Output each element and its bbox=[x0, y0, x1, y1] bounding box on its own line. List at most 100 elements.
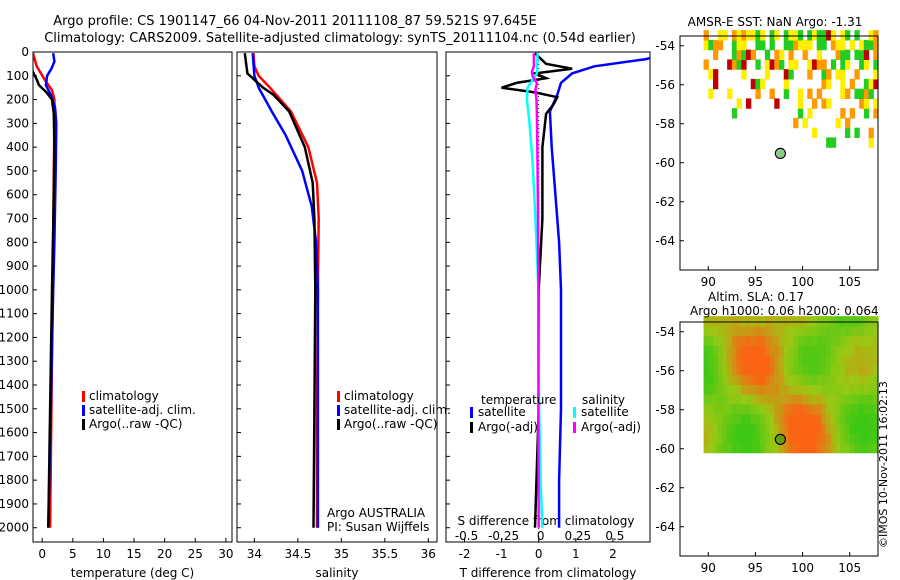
sst-cell bbox=[807, 108, 813, 119]
sla-cell bbox=[769, 384, 775, 395]
sst-cell bbox=[727, 59, 733, 70]
sla-cell bbox=[703, 316, 709, 327]
salinity-axes-frame bbox=[236, 51, 438, 543]
sla-cell bbox=[821, 325, 827, 337]
sla-cell bbox=[835, 316, 841, 327]
sla-cell bbox=[816, 316, 823, 327]
sla-cell bbox=[708, 413, 714, 424]
sla-cell bbox=[746, 335, 752, 346]
sla-cell bbox=[783, 355, 790, 366]
sla-cell bbox=[840, 355, 846, 366]
sla-cell bbox=[807, 433, 813, 444]
depth-tick-label: 900 bbox=[6, 259, 29, 273]
sst-cell bbox=[812, 59, 818, 70]
depth-tick-label: 700 bbox=[6, 212, 29, 226]
sla-cell bbox=[755, 374, 761, 385]
sla-cell bbox=[746, 325, 752, 337]
sla-cell bbox=[708, 423, 714, 434]
sst-cell bbox=[873, 108, 879, 119]
sla-cell bbox=[769, 433, 775, 444]
sla-cell bbox=[826, 374, 832, 385]
salinity-series-group bbox=[251, 53, 320, 528]
sla-cell bbox=[826, 384, 832, 395]
sla-cell bbox=[760, 364, 766, 376]
sst-cell bbox=[821, 59, 827, 70]
sla-cell bbox=[868, 423, 874, 434]
sst-cell bbox=[835, 39, 841, 51]
sla-cell bbox=[741, 345, 747, 356]
sla-cell bbox=[854, 433, 860, 444]
sla-cell bbox=[793, 384, 799, 395]
sla-cell bbox=[845, 374, 851, 385]
sla-cell bbox=[868, 433, 874, 444]
sst-map-title: AMSR-E SST: NaN Argo: -1.31 bbox=[688, 15, 863, 29]
sla-cell bbox=[863, 316, 870, 327]
sla-cell bbox=[713, 355, 719, 366]
sla-cell bbox=[797, 413, 804, 424]
sst-cell bbox=[797, 30, 804, 41]
sla-cell bbox=[717, 364, 724, 376]
sla-cell bbox=[821, 345, 827, 356]
sst-cell bbox=[736, 39, 742, 51]
sla-cell bbox=[774, 335, 780, 346]
sla-cell bbox=[863, 355, 870, 366]
sla-cell bbox=[807, 345, 813, 356]
sla-cell bbox=[807, 316, 813, 327]
sst-cell bbox=[703, 30, 709, 41]
sla-cell bbox=[769, 423, 775, 434]
sla-cell bbox=[788, 442, 794, 454]
salinity-xlabel: salinity bbox=[315, 566, 358, 580]
sst-cell bbox=[727, 88, 733, 99]
sla-cell bbox=[750, 384, 757, 395]
sla-cell bbox=[797, 345, 804, 356]
difference-series-s-argo-adj- bbox=[530, 53, 540, 528]
sst-cell bbox=[755, 39, 761, 51]
sst_map-cells bbox=[703, 30, 879, 148]
sla-cell bbox=[845, 442, 851, 454]
sla-cell bbox=[783, 325, 790, 337]
sla-cell bbox=[821, 403, 827, 415]
sst-cell bbox=[835, 49, 841, 60]
sla-cell bbox=[774, 325, 780, 337]
sla-cell bbox=[760, 335, 766, 346]
sla-cell bbox=[731, 413, 738, 424]
sla-cell bbox=[830, 423, 837, 434]
sla_map-ytick-label: -56 bbox=[655, 364, 675, 378]
difference-s-tick-label: 0.25 bbox=[564, 529, 591, 543]
sla-cell bbox=[849, 423, 856, 434]
sla-cell bbox=[863, 442, 870, 454]
sla-cell bbox=[713, 335, 719, 346]
sla-cell bbox=[764, 345, 771, 356]
sla-cell bbox=[746, 442, 752, 454]
sst-cell bbox=[750, 49, 757, 60]
sla-cell bbox=[755, 316, 761, 327]
temperature-xtick-label: 10 bbox=[96, 547, 111, 561]
sla-cell bbox=[713, 433, 719, 444]
sla-cell bbox=[873, 316, 879, 327]
sla-cell bbox=[774, 394, 780, 405]
depth-tick-label: 1500 bbox=[0, 402, 29, 416]
sla-cell bbox=[812, 413, 818, 424]
sla-cell bbox=[731, 442, 738, 454]
sst-cell bbox=[826, 98, 832, 109]
sla-cell bbox=[802, 433, 808, 444]
sla-cell bbox=[797, 316, 804, 327]
sla-cell bbox=[868, 355, 874, 366]
sla-cell bbox=[731, 325, 738, 337]
salinity-xtick-label: 35 bbox=[334, 547, 349, 561]
sla-cell bbox=[873, 442, 879, 454]
sla-cell bbox=[821, 364, 827, 376]
sst-cell bbox=[812, 127, 818, 138]
sla-cell bbox=[797, 374, 804, 385]
sla-cell bbox=[873, 325, 879, 337]
temperature-xtick-label: 25 bbox=[188, 547, 203, 561]
sla-cell bbox=[797, 364, 804, 376]
sla-cell bbox=[807, 423, 813, 434]
sst-cell bbox=[859, 39, 865, 51]
sla-cell bbox=[859, 345, 865, 356]
sla-cell bbox=[845, 335, 851, 346]
sla-cell bbox=[835, 384, 841, 395]
sla-cell bbox=[764, 355, 771, 366]
sla-cell bbox=[788, 374, 794, 385]
temperature-series-group bbox=[33, 53, 56, 528]
